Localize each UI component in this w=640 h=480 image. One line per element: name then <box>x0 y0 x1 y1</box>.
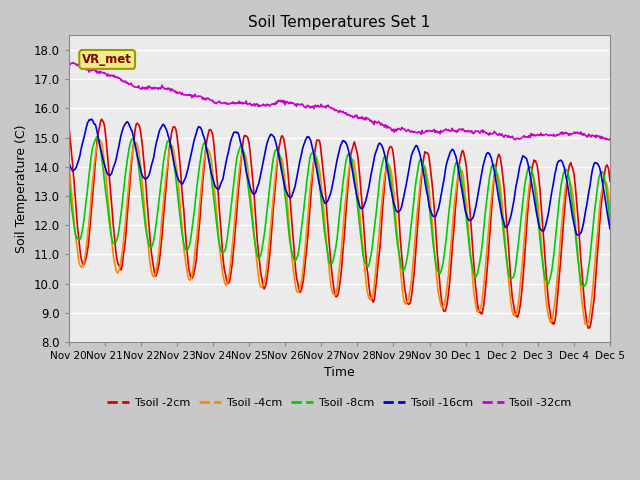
Tsoil -32cm <box>332 108 339 113</box>
Tsoil -4cm <box>557 228 565 233</box>
Tsoil -4cm <box>606 206 614 212</box>
Title: Soil Temperatures Set 1: Soil Temperatures Set 1 <box>248 15 431 30</box>
Line: Tsoil -4cm: Tsoil -4cm <box>68 140 610 325</box>
Tsoil -8cm <box>184 246 192 252</box>
Tsoil -16cm <box>385 170 392 176</box>
Tsoil -32cm <box>605 137 612 143</box>
Line: Tsoil -16cm: Tsoil -16cm <box>68 120 610 235</box>
Tsoil -16cm <box>86 117 94 122</box>
Tsoil -16cm <box>65 159 72 165</box>
Y-axis label: Soil Temperature (C): Soil Temperature (C) <box>15 124 28 253</box>
Tsoil -2cm <box>385 148 392 154</box>
Tsoil -2cm <box>584 325 592 331</box>
Tsoil -16cm <box>184 165 192 170</box>
Tsoil -8cm <box>208 177 216 182</box>
Tsoil -16cm <box>557 157 565 163</box>
Tsoil -4cm <box>332 292 339 298</box>
Legend: Tsoil -2cm, Tsoil -4cm, Tsoil -8cm, Tsoil -16cm, Tsoil -32cm: Tsoil -2cm, Tsoil -4cm, Tsoil -8cm, Tsoi… <box>102 394 576 412</box>
Tsoil -32cm <box>65 61 72 67</box>
Tsoil -4cm <box>438 304 445 310</box>
Text: VR_met: VR_met <box>83 53 132 66</box>
Tsoil -32cm <box>208 97 216 103</box>
Tsoil -32cm <box>69 60 77 65</box>
Tsoil -4cm <box>65 160 72 166</box>
Tsoil -2cm <box>606 178 614 184</box>
Tsoil -8cm <box>606 221 614 227</box>
Tsoil -8cm <box>557 182 565 188</box>
Tsoil -4cm <box>208 158 216 164</box>
Tsoil -8cm <box>385 163 392 169</box>
Tsoil -16cm <box>332 165 339 171</box>
Line: Tsoil -32cm: Tsoil -32cm <box>68 62 610 140</box>
Tsoil -16cm <box>575 232 582 238</box>
Tsoil -32cm <box>606 136 614 142</box>
Tsoil -2cm <box>65 122 72 128</box>
Tsoil -8cm <box>93 134 100 140</box>
X-axis label: Time: Time <box>324 367 355 380</box>
Tsoil -2cm <box>208 129 216 134</box>
Tsoil -2cm <box>98 116 106 122</box>
Line: Tsoil -2cm: Tsoil -2cm <box>68 119 610 328</box>
Tsoil -4cm <box>95 137 102 143</box>
Tsoil -2cm <box>184 261 192 266</box>
Tsoil -8cm <box>65 176 72 181</box>
Tsoil -16cm <box>438 190 445 195</box>
Tsoil -32cm <box>385 125 392 131</box>
Tsoil -8cm <box>332 246 339 252</box>
Tsoil -2cm <box>438 298 445 304</box>
Tsoil -2cm <box>557 251 565 256</box>
Tsoil -32cm <box>557 131 565 136</box>
Tsoil -8cm <box>438 266 445 272</box>
Tsoil -16cm <box>208 171 216 177</box>
Tsoil -2cm <box>332 293 339 299</box>
Tsoil -16cm <box>606 226 614 232</box>
Line: Tsoil -8cm: Tsoil -8cm <box>68 137 610 287</box>
Tsoil -4cm <box>583 322 591 328</box>
Tsoil -32cm <box>184 92 192 98</box>
Tsoil -4cm <box>385 161 392 167</box>
Tsoil -32cm <box>438 129 445 135</box>
Tsoil -4cm <box>184 275 192 280</box>
Tsoil -8cm <box>580 284 588 289</box>
